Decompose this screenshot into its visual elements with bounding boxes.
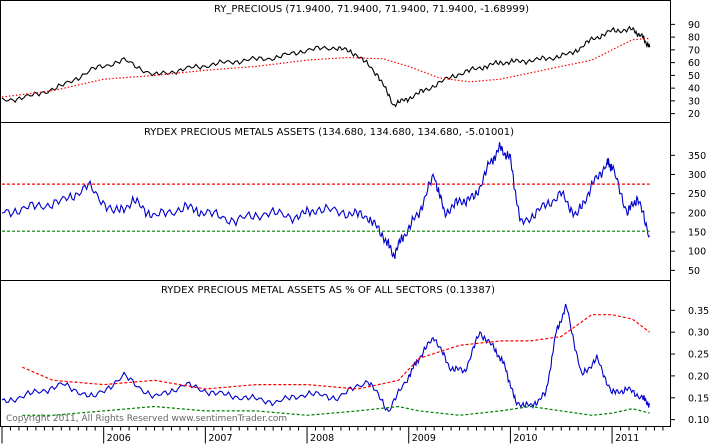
panel-3-title: RYDEX PRECIOUS METAL ASSETS AS % OF ALL … — [161, 285, 495, 296]
panel-2-ytick-label-4: 200 — [688, 208, 706, 219]
panel-3-ytick-label-1: 0.10 — [688, 415, 709, 426]
panel-1-ytick-label-6: 70 — [688, 45, 700, 56]
x-label-2011: 2011 — [615, 433, 639, 444]
panel-3-ytick-label-6: 0.35 — [688, 306, 709, 317]
panel-3-ytick-label-5: 0.30 — [688, 328, 709, 339]
panel-3-ytick-label-2: 0.15 — [688, 393, 709, 404]
panel-frame-3 — [0, 280, 671, 427]
panel-1-ytick-label-8: 90 — [688, 20, 700, 31]
panel-1-ytick-label-5: 60 — [688, 58, 700, 69]
panel-3-series-1 — [1, 303, 651, 413]
panel-2-series-1 — [1, 142, 651, 260]
panel-2-ytick-label-1: 50 — [688, 266, 700, 277]
x-label-2007: 2007 — [208, 433, 232, 444]
panel-3-series-3 — [22, 405, 650, 416]
panel-1-ytick-label-3: 40 — [688, 84, 700, 95]
copyright-text: Copyright 2011, All Rights Reserved www.… — [6, 414, 287, 424]
x-label-2010: 2010 — [513, 433, 537, 444]
x-label-2006: 2006 — [107, 433, 131, 444]
panel-3-ytick-label-4: 0.25 — [688, 350, 709, 361]
panel-2-ytick-label-6: 300 — [688, 170, 706, 181]
x-label-2008: 2008 — [310, 433, 334, 444]
panel-1-series-2 — [1, 37, 650, 98]
panel-3-series-2 — [22, 314, 651, 390]
panel-1-title: RY_PRECIOUS (71.9400, 71.9400, 71.9400, … — [214, 4, 529, 15]
panel-1-ytick-label-4: 50 — [688, 71, 700, 82]
panel-1-series-1 — [1, 25, 651, 108]
panel-1-ytick-label-7: 80 — [688, 33, 700, 44]
panel-2-title: RYDEX PRECIOUS METALS ASSETS (134.680, 1… — [144, 127, 514, 138]
panel-3-ytick-label-3: 0.20 — [688, 371, 709, 382]
x-label-2009: 2009 — [412, 433, 436, 444]
panel-frame-2 — [0, 122, 671, 281]
panel-2-ytick-label-5: 250 — [688, 189, 706, 200]
panel-2-ytick-label-3: 150 — [688, 228, 706, 239]
panel-frame-1 — [0, 0, 671, 123]
panel-2-ytick-label-2: 100 — [688, 247, 706, 258]
panel-2-ytick-label-7: 350 — [688, 151, 706, 162]
panel-1-ytick-label-1: 20 — [688, 109, 700, 120]
panel-1-ytick-label-2: 30 — [688, 96, 700, 107]
